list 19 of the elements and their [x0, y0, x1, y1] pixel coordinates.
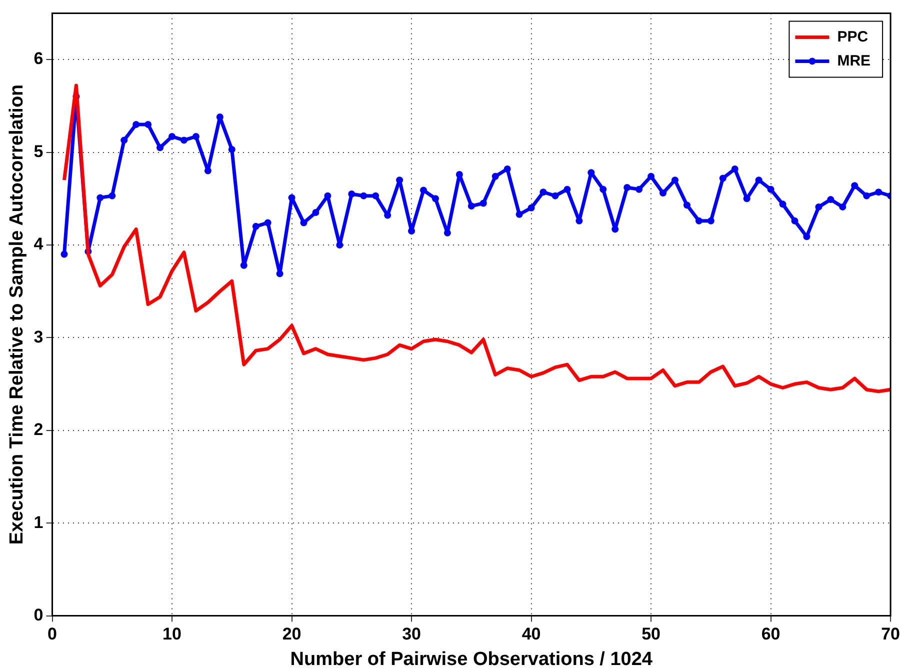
y-axis-title: Execution Time Relative to Sample Autocorrelation — [6, 84, 28, 545]
x-tick-label: 60 — [761, 624, 780, 644]
y-tick-label: 0 — [34, 605, 44, 624]
x-tick-label: 30 — [402, 624, 421, 644]
y-tick-label: 5 — [34, 142, 44, 161]
x-tick-label: 0 — [48, 624, 57, 644]
legend-label: PPC — [837, 28, 868, 46]
y-tick-label: 3 — [34, 327, 44, 346]
y-tick-label: 4 — [34, 234, 44, 254]
x-tick-label: 70 — [881, 624, 900, 644]
y-tick-label: 1 — [34, 512, 44, 532]
y-tick-label: 2 — [34, 420, 44, 440]
y-tick-label: 6 — [34, 49, 44, 68]
x-tick-label: 20 — [282, 624, 302, 644]
x-axis-title: Number of Pairwise Observations / 1024 — [290, 648, 653, 670]
x-tick-label: 50 — [642, 624, 660, 644]
x-tick-label: 10 — [162, 624, 182, 644]
x-tick-label: 40 — [522, 624, 541, 644]
legend-label: MRE — [837, 52, 871, 70]
